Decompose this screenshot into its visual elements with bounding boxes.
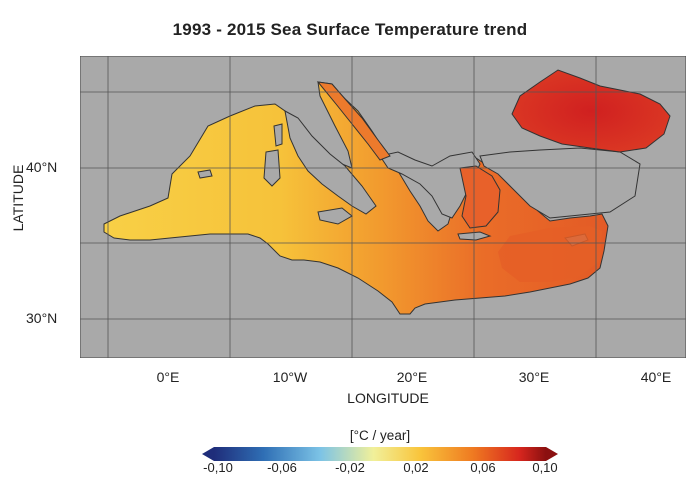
colorbar (202, 447, 558, 461)
graticule (80, 56, 686, 358)
lon-tick-10w: 10°W (272, 369, 308, 385)
aegean-sea (459, 165, 501, 229)
lon-tick-0e: 0°E (156, 369, 180, 385)
colorbar-tick: -0,06 (267, 460, 297, 475)
colorbar-right-arrow (546, 447, 558, 461)
lon-tick-20e: 20°E (396, 369, 428, 385)
x-axis-label: LONGITUDE (347, 390, 429, 406)
italy-land (284, 110, 377, 215)
colorbar-tick: 0,02 (403, 460, 429, 475)
greece-land (379, 151, 481, 219)
map-title: 1993 - 2015 Sea Surface Temperature tren… (172, 20, 528, 39)
lon-tick-30e: 30°E (518, 369, 550, 385)
colorbar-title: [°C / year] (349, 428, 411, 443)
levantine-sea (498, 226, 602, 282)
y-axis-label: LATITUDE (10, 164, 26, 232)
corsica-land (273, 123, 283, 147)
colorbar-tick: 0,10 (532, 460, 558, 475)
turkey-land (479, 147, 641, 219)
lat-tick-30n: 30°N (26, 310, 58, 326)
sst-map (80, 56, 686, 358)
colorbar-tick: 0,06 (470, 460, 496, 475)
map-canvas (80, 56, 686, 358)
lon-tick-40e: 40°E (640, 369, 672, 385)
colorbar-gradient (214, 447, 546, 461)
colorbar-tick: -0,10 (203, 460, 233, 475)
colorbar-tick: -0,02 (335, 460, 365, 475)
lat-tick-40n: 40°N (26, 159, 58, 175)
black-sea (511, 69, 671, 153)
adriatic-sea (316, 81, 391, 161)
sicily-land (317, 207, 353, 225)
balearic-land (197, 169, 213, 179)
colorbar-left-arrow (202, 447, 214, 461)
